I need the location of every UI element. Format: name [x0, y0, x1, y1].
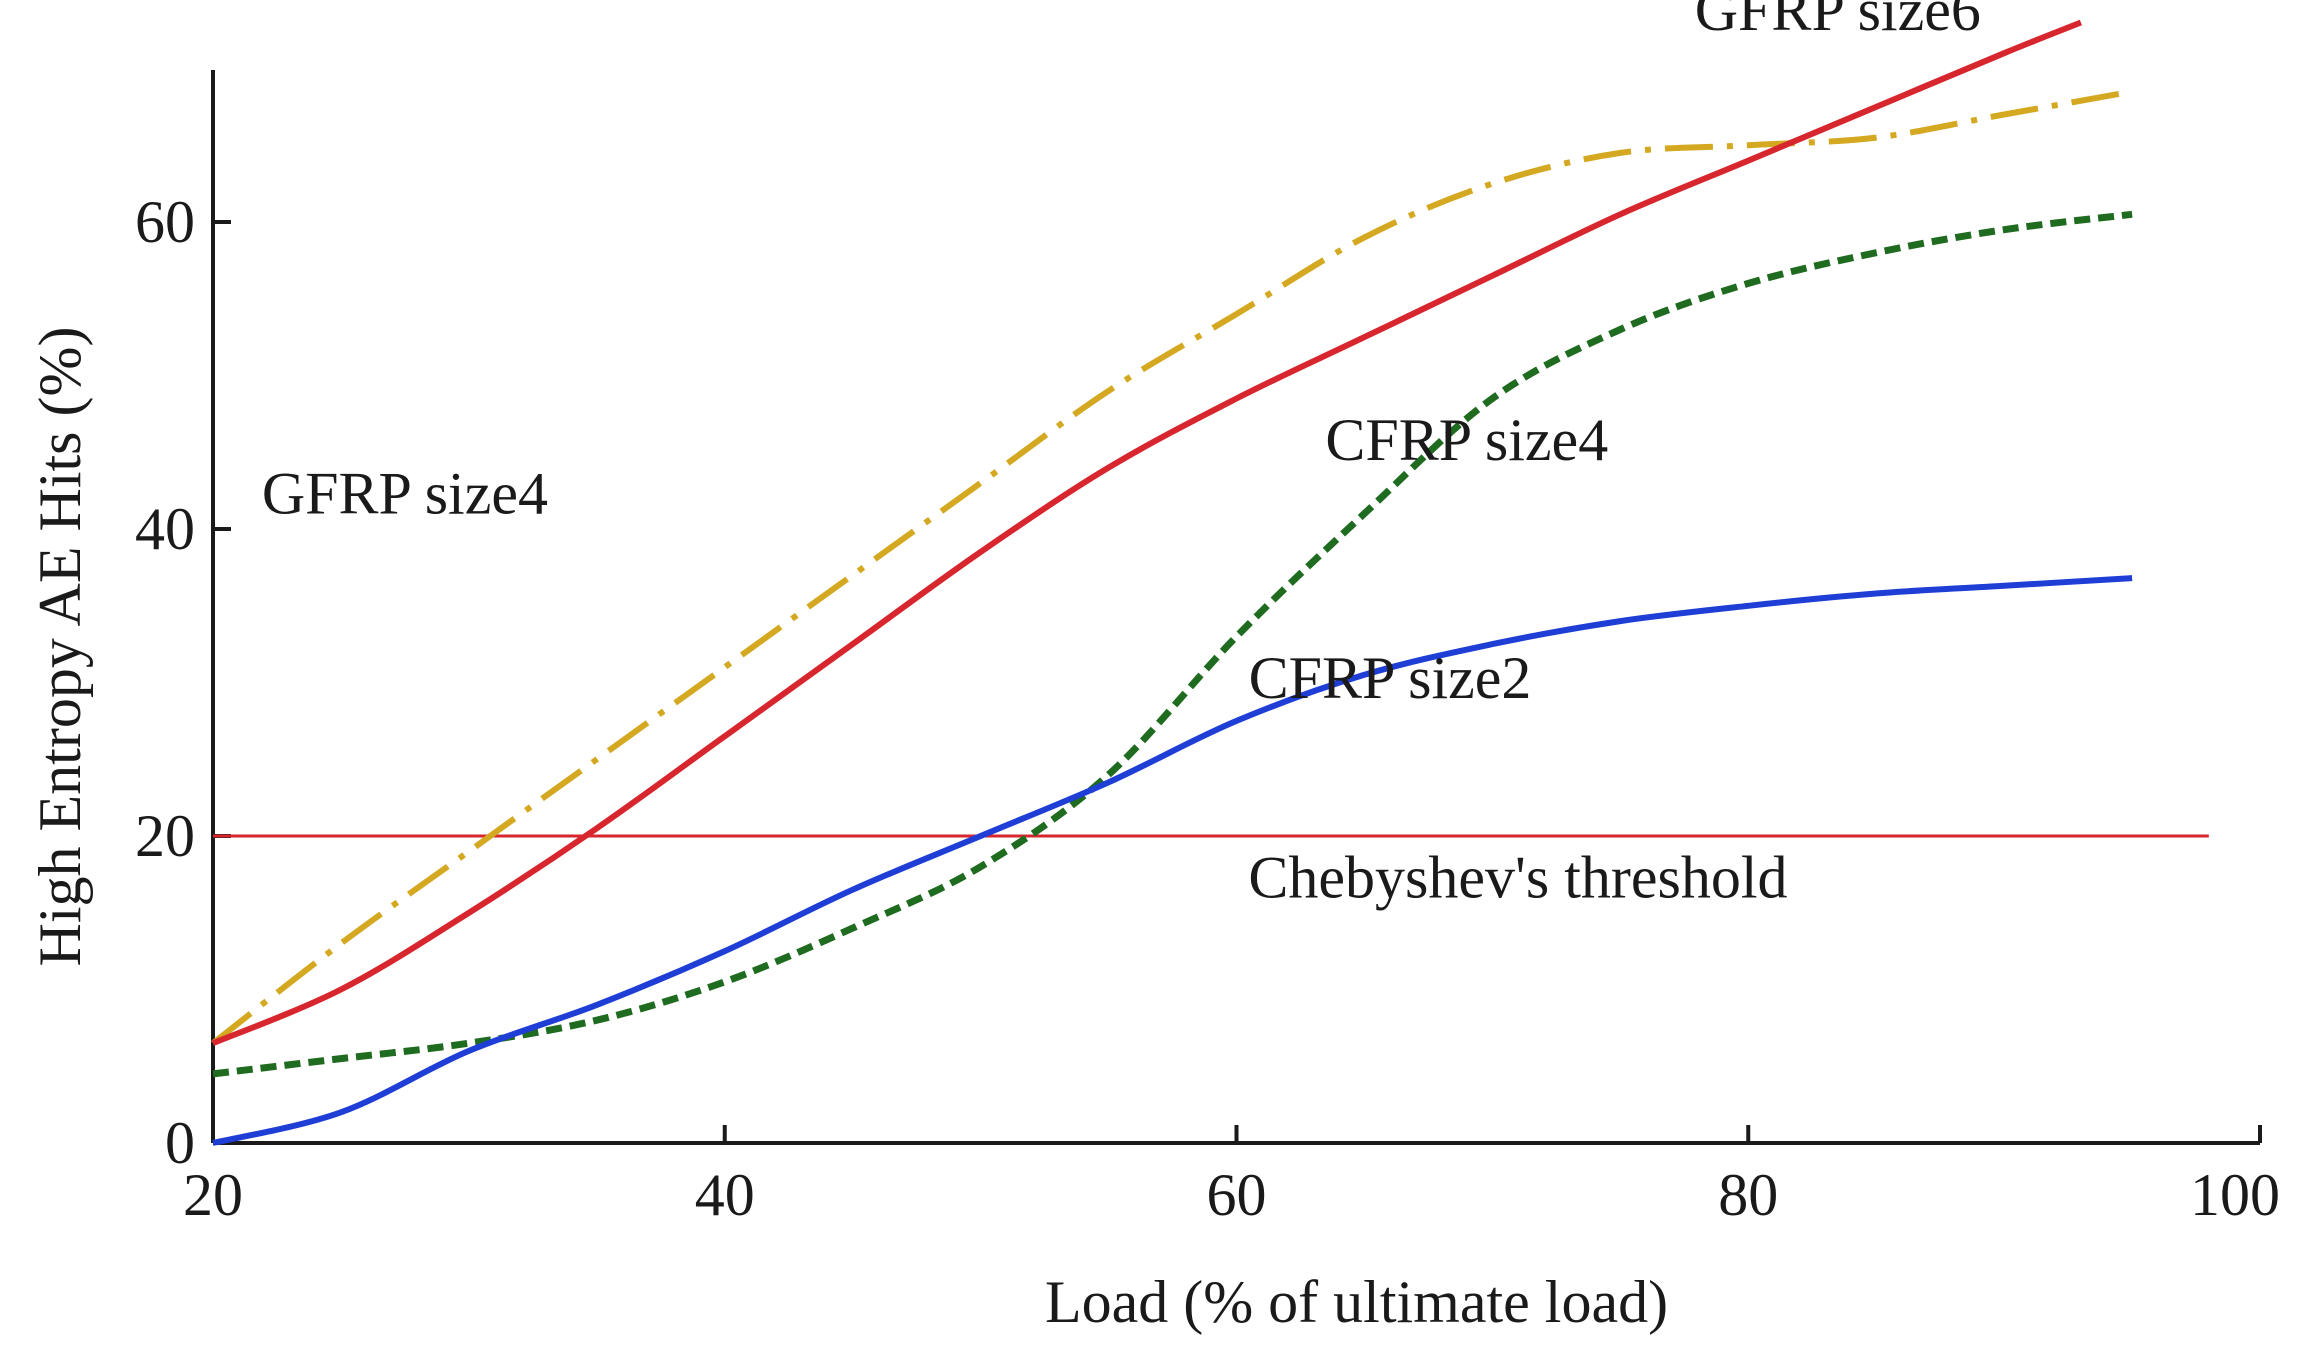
annotation-label: GFRP size4: [262, 461, 548, 527]
x-tick-label: 80: [1718, 1162, 1778, 1228]
y-tick-label: 20: [135, 803, 195, 869]
series-line-gfrp-size6: [211, 19, 2083, 1046]
annotation-label: CFRP size4: [1325, 407, 1608, 473]
axes: [211, 70, 2260, 1145]
y-tick-label: 0: [165, 1110, 195, 1176]
x-tick-label: 20: [183, 1162, 243, 1228]
y-axis-title: High Entropy AE Hits (%): [27, 327, 93, 967]
series-group: [211, 19, 2133, 1146]
x-tick-label: 40: [695, 1162, 755, 1228]
annotation-label: CFRP size2: [1249, 645, 1532, 711]
y-tick-label: 40: [135, 496, 195, 562]
series-line-cfrp-size2: [212, 575, 2133, 1146]
x-tick-label: 100: [2190, 1162, 2280, 1228]
annotation-group: GFRP size6 GFRP size4 CFRP size4 CFRP size2…: [262, 0, 1981, 910]
series-line-cfrp-size4: [212, 210, 2133, 1078]
x-tick-label: 60: [1207, 1162, 1267, 1228]
y-tick-label: 60: [135, 189, 195, 255]
series-line-gfrp-size4: [211, 88, 2133, 1046]
annotation-label: GFRP size6: [1695, 0, 1981, 43]
annotation-label: Chebyshev's threshold: [1248, 844, 1787, 910]
x-axis-title: Load (% of ultimate load): [1045, 1269, 1668, 1335]
